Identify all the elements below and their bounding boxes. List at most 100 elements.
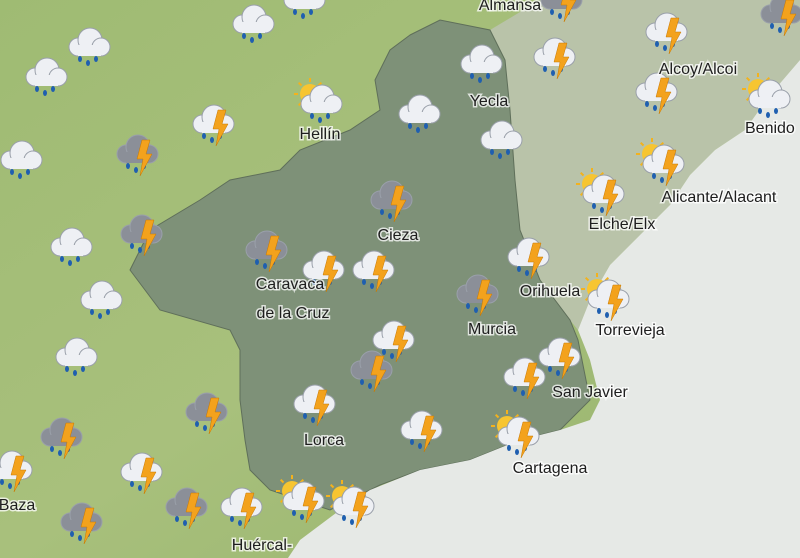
lightning-bolt — [212, 109, 229, 147]
raindrop — [360, 379, 364, 385]
weather-icon — [294, 78, 343, 123]
lightning-bolt — [607, 284, 624, 322]
raindrop — [513, 386, 517, 392]
raindrop — [486, 73, 490, 79]
raindrop — [548, 366, 552, 372]
raindrop — [525, 270, 529, 276]
place-label: Torrevieja — [595, 322, 664, 339]
weather-icon — [576, 168, 625, 217]
raindrop — [310, 113, 314, 119]
place-label: Caravaca — [256, 276, 325, 293]
raindrop — [90, 309, 94, 315]
place-label: Alicante/Alacant — [662, 189, 777, 206]
raindrop — [311, 417, 315, 423]
weather-icon — [276, 475, 325, 524]
raindrop — [50, 446, 54, 452]
raindrop — [0, 479, 4, 485]
weather-icon — [25, 57, 68, 96]
raindrop — [424, 123, 428, 129]
place-label: Baza — [0, 497, 35, 514]
raindrop — [778, 27, 782, 33]
raindrop — [418, 443, 422, 449]
raindrop — [645, 101, 649, 107]
raindrop — [195, 421, 199, 427]
raindrop — [303, 413, 307, 419]
lightning-bolt — [140, 457, 157, 495]
weather-icon — [540, 0, 583, 23]
raindrop — [362, 279, 366, 285]
weather-icon — [245, 230, 288, 273]
place-label: Huércal- — [232, 537, 292, 554]
lightning-bolt — [60, 422, 77, 460]
lightning-bolt — [517, 421, 534, 459]
weather-icon — [636, 138, 685, 187]
cloud-part — [408, 112, 431, 123]
weather-icon — [352, 250, 395, 293]
raindrop — [60, 256, 64, 262]
weather-icon — [40, 417, 83, 460]
raindrop — [490, 149, 494, 155]
weather-icon — [581, 273, 630, 322]
lightning-bolt — [265, 235, 282, 273]
raindrop — [203, 425, 207, 431]
raindrop — [86, 60, 90, 66]
raindrop — [774, 108, 778, 114]
lightning-bolt — [665, 17, 682, 55]
cloud-part — [293, 0, 316, 9]
lightning-bolt — [302, 486, 319, 524]
lightning-bolt — [553, 42, 570, 80]
lightning-bolt — [558, 342, 575, 380]
weather-icon — [80, 280, 123, 319]
place-label: de la Cruz — [257, 305, 330, 322]
cloud-part — [490, 138, 513, 149]
raindrop — [130, 481, 134, 487]
raindrop — [183, 520, 187, 526]
place-label: Hellín — [300, 126, 341, 143]
weather-icon — [372, 320, 415, 363]
sun-ray — [639, 141, 645, 147]
weather-icon — [192, 104, 235, 147]
raindrop — [470, 73, 474, 79]
raindrop — [130, 243, 134, 249]
raindrop — [592, 203, 596, 209]
weather-icon — [460, 44, 503, 83]
raindrop — [58, 450, 62, 456]
raindrop — [550, 9, 554, 15]
weather-icon — [456, 274, 499, 317]
raindrop — [506, 149, 510, 155]
raindrop — [342, 515, 346, 521]
raindrop — [388, 213, 392, 219]
sun-ray — [584, 276, 590, 282]
raindrop — [556, 370, 560, 376]
weather-icon — [533, 37, 576, 80]
place-label: Elche/Elx — [589, 216, 656, 233]
weather-icon — [302, 250, 345, 293]
raindrop — [98, 313, 102, 319]
raindrop — [766, 112, 770, 118]
raindrop — [521, 390, 525, 396]
weather-icon — [635, 72, 678, 115]
weather-icon — [55, 337, 98, 376]
raindrop — [410, 439, 414, 445]
raindrop — [382, 349, 386, 355]
lightning-bolt — [136, 139, 153, 177]
weather-icon — [0, 450, 33, 493]
weather-icons — [0, 0, 800, 545]
raindrop — [543, 66, 547, 72]
sun-ray — [579, 171, 585, 177]
raindrop — [318, 117, 322, 123]
raindrop — [320, 283, 324, 289]
raindrop — [370, 283, 374, 289]
raindrop — [390, 353, 394, 359]
place-label: Lorca — [304, 432, 344, 449]
lightning-bolt — [560, 0, 577, 23]
raindrop — [292, 510, 296, 516]
raindrop — [51, 86, 55, 92]
raindrop — [517, 266, 521, 272]
place-label: San Javier — [552, 384, 628, 401]
place-label: Cieza — [378, 227, 419, 244]
lightning-bolt — [370, 355, 387, 393]
lightning-bolt — [392, 325, 409, 363]
sea — [288, 60, 800, 558]
cloud-part — [78, 45, 101, 56]
